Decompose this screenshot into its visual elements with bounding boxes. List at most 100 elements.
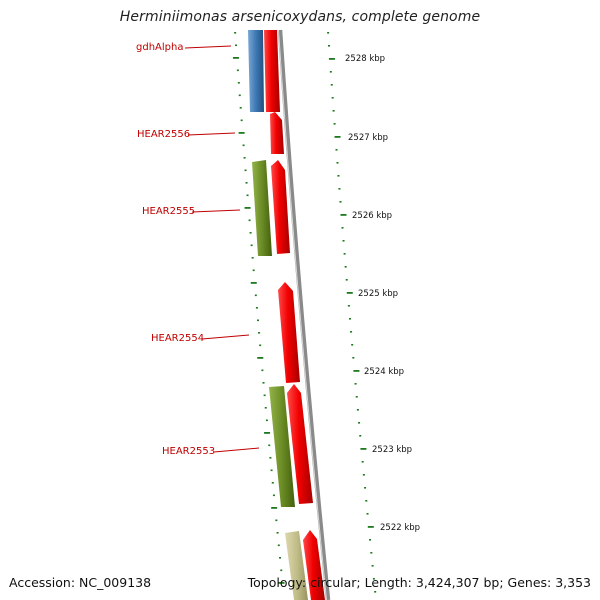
inner-minor-tick	[252, 269, 255, 272]
gene-label-HEAR2553[interactable]: HEAR2553	[162, 446, 216, 457]
map-title: Herminiimonas arsenicoxydans, complete g…	[119, 9, 481, 25]
outer-minor-tick	[352, 357, 355, 359]
gene-arrow-HEAR2556[interactable]	[270, 112, 284, 154]
outer-minor-tick	[337, 175, 340, 177]
inner-minor-tick	[276, 532, 279, 534]
kbp-label-2527: 2527 kbp	[348, 133, 389, 143]
inner-minor-tick	[277, 544, 280, 547]
leader-gdhAlpha	[184, 45, 232, 49]
outer-minor-tick	[330, 84, 333, 86]
outer-minor-tick	[338, 188, 341, 190]
inner-minor-tick	[265, 419, 268, 422]
inner-minor-tick	[280, 569, 283, 572]
inner-minor-tick	[268, 444, 271, 447]
inner-minor-tick	[261, 369, 264, 372]
inner-minor-tick	[258, 332, 261, 334]
outer-minor-tick	[332, 110, 335, 112]
gene-arrow-bottom[interactable]	[303, 530, 325, 600]
gene-label-HEAR2554[interactable]: HEAR2554	[151, 333, 205, 344]
inner-major-tick	[278, 582, 285, 584]
outer-minor-tick	[339, 201, 342, 203]
outer-major-tick	[340, 214, 347, 216]
inner-minor-tick	[259, 344, 262, 347]
outer-minor-tick	[359, 435, 362, 437]
inner-major-tick	[250, 282, 257, 284]
outer-minor-tick	[341, 227, 344, 229]
inner-major-tick	[238, 132, 245, 134]
outer-minor-tick	[328, 45, 331, 47]
kbp-label-2524: 2524 kbp	[364, 367, 405, 377]
outer-minor-tick	[371, 565, 374, 567]
gene-block-HEAR2553[interactable]	[269, 386, 295, 507]
kbp-label-2528: 2528 kbp	[345, 54, 386, 64]
outer-major-tick	[367, 526, 374, 528]
inner-minor-tick	[239, 107, 242, 109]
inner-minor-tick	[244, 169, 247, 172]
kbp-label-2526: 2526 kbp	[352, 211, 393, 221]
outer-minor-tick	[369, 539, 372, 541]
outer-major-tick	[360, 448, 367, 450]
outer-minor-tick	[343, 253, 346, 255]
gene-block-reverse-bottom[interactable]	[285, 531, 308, 600]
kbp-label-2525: 2525 kbp	[358, 289, 399, 299]
outer-minor-tick	[362, 474, 365, 476]
inner-minor-tick	[251, 257, 254, 259]
outer-minor-tick	[347, 305, 350, 307]
inner-minor-tick	[236, 69, 239, 72]
gene-block-HEAR2555[interactable]	[252, 160, 272, 256]
gene-arrow-HEAR2553[interactable]	[287, 384, 313, 504]
gene-label-leaders	[184, 45, 260, 453]
gene-block-gdhAlpha[interactable]	[248, 30, 264, 112]
inner-major-tick	[264, 432, 271, 434]
gene-label-gdhAlpha[interactable]: gdhAlpha	[136, 42, 184, 53]
inner-minor-tick	[270, 469, 273, 472]
inner-minor-tick	[256, 319, 259, 322]
kbp-label-2523: 2523 kbp	[372, 445, 413, 455]
outer-minor-tick	[327, 32, 330, 34]
inner-minor-tick	[254, 294, 257, 297]
outer-minor-tick	[333, 123, 336, 125]
inner-minor-tick	[269, 457, 272, 459]
outer-major-tick	[353, 370, 360, 372]
genome-info-text: Topology: circular; Length: 3,424,307 bp…	[247, 575, 591, 590]
outer-minor-tick	[348, 318, 351, 320]
inner-minor-tick	[245, 182, 248, 184]
outer-minor-tick	[374, 591, 377, 593]
gene-arrow-HEAR2555[interactable]	[271, 160, 290, 254]
leader-HEAR2556	[187, 132, 236, 136]
outer-minor-tick	[361, 461, 364, 463]
inner-minor-tick	[275, 519, 278, 522]
inner-minor-tick	[262, 382, 265, 384]
inner-minor-tick	[263, 394, 266, 397]
outer-minor-tick	[366, 513, 369, 515]
outer-minor-tick	[335, 149, 338, 151]
inner-major-tick	[232, 57, 239, 59]
inner-minor-tick	[248, 219, 251, 222]
outer-minor-tick	[355, 396, 358, 398]
gene-arrow-HEAR2554[interactable]	[278, 282, 300, 383]
inner-minor-tick	[240, 119, 243, 122]
leader-HEAR2554	[201, 334, 250, 340]
inner-minor-tick	[250, 244, 253, 247]
accession-text: Accession: NC_009138	[9, 575, 152, 590]
gene-label-HEAR2555[interactable]: HEAR2555	[142, 206, 196, 217]
inner-major-tick	[271, 507, 278, 509]
outer-minor-tick	[331, 97, 334, 99]
outer-major-tick	[334, 136, 341, 138]
scale-ticks	[232, 32, 377, 593]
inner-minor-tick	[255, 307, 258, 309]
outer-minor-tick	[358, 422, 361, 424]
kbp-label-2522: 2522 kbp	[380, 523, 421, 533]
inner-minor-tick	[279, 557, 282, 559]
inner-minor-tick	[238, 94, 241, 97]
outer-minor-tick	[356, 409, 359, 411]
inner-minor-tick	[243, 157, 246, 159]
gene-arrow-gdhAlpha[interactable]	[264, 30, 280, 112]
gene-label-HEAR2556[interactable]: HEAR2556	[137, 129, 191, 140]
leader-HEAR2553	[213, 447, 260, 453]
inner-major-tick	[257, 357, 264, 359]
outer-minor-tick	[336, 162, 339, 164]
inner-minor-tick	[271, 482, 274, 484]
outer-minor-tick	[342, 240, 345, 242]
